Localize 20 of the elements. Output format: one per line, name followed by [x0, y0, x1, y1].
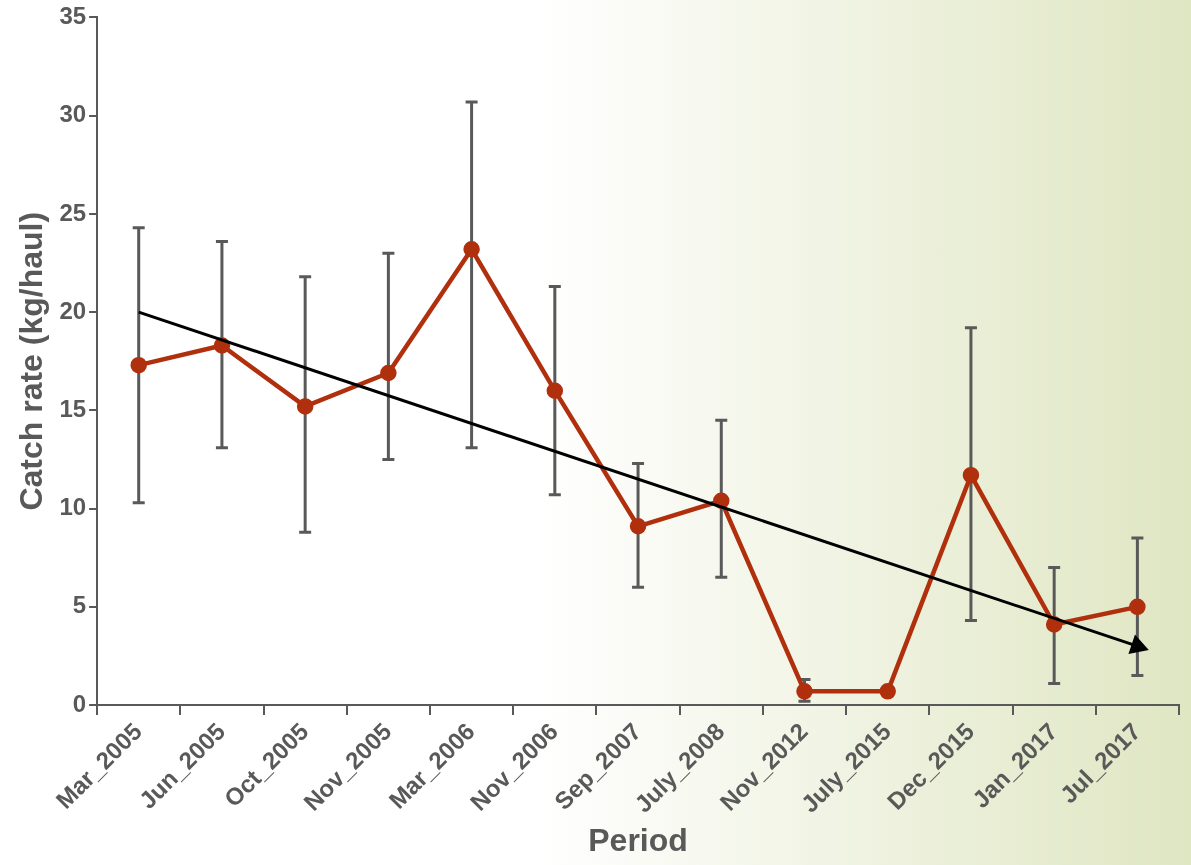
y-tick-label: 15	[59, 394, 87, 422]
y-tick-label: 0	[72, 689, 87, 717]
y-axis-title: Catch rate (kg/haul)	[13, 211, 50, 511]
point	[962, 466, 980, 484]
y-tick-label: 20	[59, 296, 87, 324]
y-tick-label: 5	[72, 591, 87, 619]
x-axis-title: Period	[588, 821, 688, 858]
y-tick-label: 30	[59, 100, 87, 128]
y-tick-label: 35	[59, 2, 87, 30]
point	[380, 364, 397, 382]
y-tick-label: 25	[59, 198, 87, 226]
y-tick-label: 10	[59, 493, 87, 521]
point	[546, 382, 564, 399]
point	[463, 241, 480, 258]
point	[296, 398, 314, 415]
point	[629, 518, 647, 535]
point	[1129, 598, 1146, 616]
point	[1045, 616, 1063, 633]
point	[879, 683, 896, 700]
point	[130, 356, 147, 374]
